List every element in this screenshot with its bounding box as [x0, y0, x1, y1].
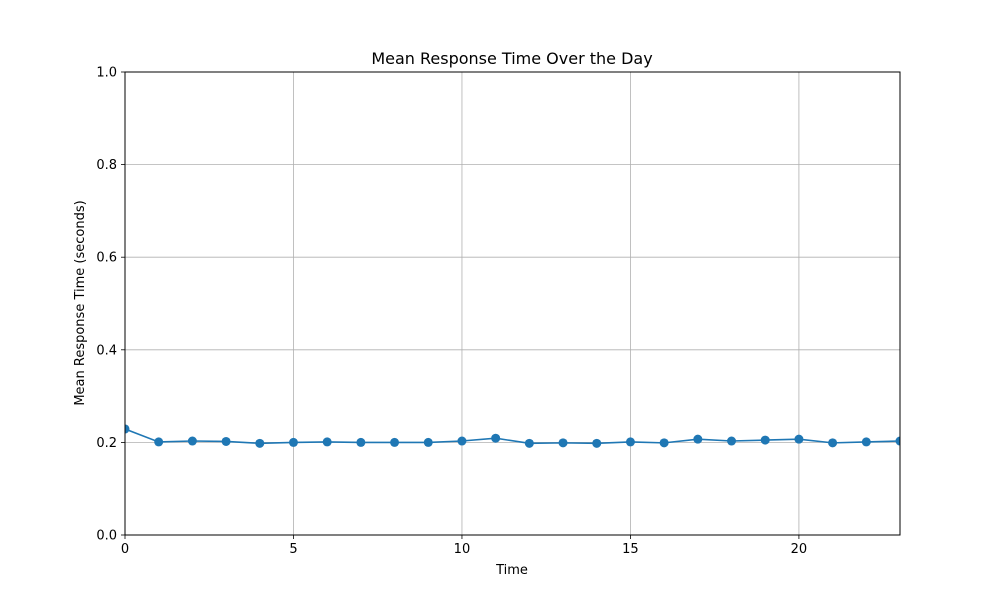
plot-frame — [124, 71, 901, 536]
data-point — [154, 437, 164, 447]
data-point — [187, 436, 197, 446]
x-tick-label: 20 — [791, 542, 808, 557]
y-tick-label: 0.2 — [96, 436, 117, 451]
series-layer — [125, 424, 900, 448]
data-point — [390, 437, 400, 447]
data-point — [524, 438, 534, 448]
y-tick-label: 0.8 — [96, 158, 117, 173]
x-axis-ticks: 0 5 10 15 20 — [121, 535, 807, 557]
data-point — [592, 438, 602, 448]
data-point — [625, 437, 635, 447]
chart-title: Mean Response Time Over the Day — [371, 49, 652, 68]
data-point — [794, 434, 804, 444]
x-tick-label: 5 — [289, 542, 297, 557]
data-point — [125, 424, 130, 434]
x-tick-label: 15 — [622, 542, 639, 557]
data-point — [255, 438, 265, 448]
x-axis-label: Time — [495, 563, 528, 578]
y-axis-label: Mean Response Time (seconds) — [73, 200, 88, 405]
y-tick-label: 0.0 — [96, 529, 117, 544]
data-point — [760, 435, 770, 445]
y-tick-label: 0.6 — [96, 251, 117, 266]
x-tick-label: 10 — [454, 542, 471, 557]
y-tick-label: 0.4 — [96, 343, 117, 358]
data-point — [727, 436, 737, 446]
data-point — [693, 434, 703, 444]
y-tick-label: 1.0 — [96, 66, 117, 81]
data-point — [356, 437, 366, 447]
data-point — [828, 438, 838, 448]
data-point — [457, 436, 467, 446]
x-tick-label: 0 — [121, 542, 129, 557]
data-point — [423, 437, 433, 447]
data-point — [221, 436, 231, 446]
data-point — [288, 437, 298, 447]
data-point — [491, 433, 501, 443]
data-point — [895, 436, 900, 446]
y-axis-ticks: 0.0 0.2 0.4 0.6 0.8 1.0 — [96, 66, 125, 544]
data-point — [558, 438, 568, 448]
series-line — [125, 428, 900, 445]
data-point — [861, 437, 871, 447]
data-point — [322, 437, 332, 447]
data-point — [659, 438, 669, 448]
